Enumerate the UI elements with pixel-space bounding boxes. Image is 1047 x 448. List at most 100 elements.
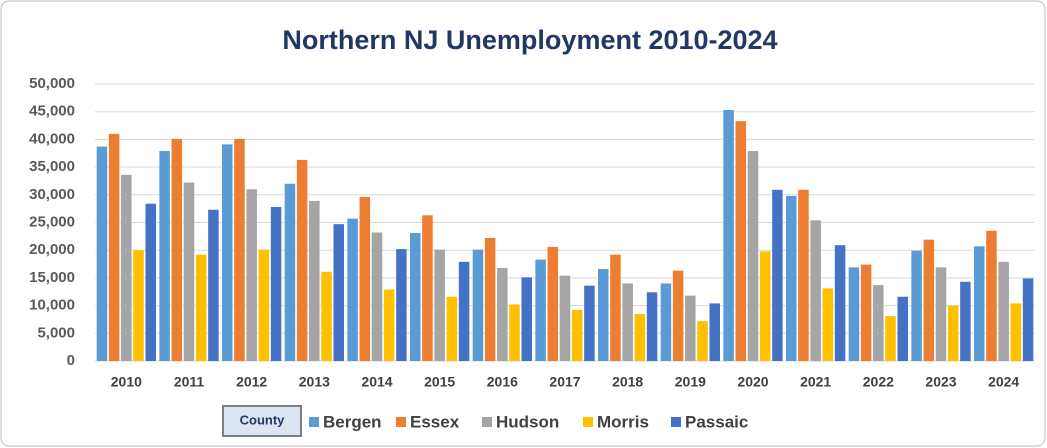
x-tick-label: 2011 [174,374,205,390]
x-tick-label: 2023 [925,374,956,390]
bar [521,277,532,361]
y-tick-label: 30,000 [29,186,75,203]
x-tick-label: 2024 [988,374,1019,390]
bar [584,285,595,361]
y-tick-label: 10,000 [29,297,75,314]
bar [383,289,395,361]
bar [834,245,846,361]
y-tick-label: 40,000 [29,130,75,147]
x-tick-label: 2016 [487,374,518,390]
legend-swatch [482,417,492,427]
bar [947,305,959,361]
bar [709,303,720,361]
bar [935,267,947,361]
bar [296,159,308,361]
bar [735,121,747,361]
bar [183,182,195,361]
bar [697,321,708,361]
bar [622,283,633,361]
y-tick-label: 20,000 [29,241,75,258]
legend-swatch [671,417,681,427]
bar [923,239,935,361]
bar [786,195,797,361]
bar [873,285,884,361]
bar [222,144,233,361]
bar [458,261,470,361]
x-tick-label: 2014 [361,374,392,390]
y-tick-label: 0 [67,352,75,369]
bar [848,267,860,361]
bar [472,249,484,361]
bar [897,296,908,361]
bar [598,269,609,361]
x-tick-label: 2019 [675,374,706,390]
legend-title: County [240,412,286,427]
y-tick-label: 5,000 [37,324,75,341]
legend-label: Essex [410,412,460,431]
bar [747,151,759,361]
y-tick-label: 25,000 [29,213,75,230]
x-tick-label: 2018 [612,374,643,390]
legend-swatch [396,417,406,427]
bar [1022,278,1034,361]
bar [195,254,207,361]
bar [484,238,496,361]
legend-label: Passaic [685,412,748,431]
x-tick-label: 2022 [863,374,894,390]
bar [547,246,559,361]
bar [446,296,458,361]
bar [246,189,257,361]
x-tick-label: 2013 [299,374,330,390]
bar [911,250,922,361]
bar [660,283,672,361]
bar [672,270,684,361]
bar [359,197,371,361]
bar [535,259,546,361]
x-tick-label: 2020 [737,374,768,390]
bar [347,218,358,361]
x-tick-label: 2015 [424,374,455,390]
bar [410,233,421,361]
bar [258,249,270,361]
bar [646,292,658,361]
bar [333,224,344,361]
bar [885,316,896,361]
bar [422,215,433,361]
bar [497,267,508,361]
bar [634,313,646,361]
bar [145,203,156,361]
x-tick-label: 2017 [549,374,580,390]
chart-title: Northern NJ Unemployment 2010-2024 [282,25,777,55]
bar [960,281,971,361]
bar [108,133,120,361]
bar [610,254,621,361]
y-tick-label: 50,000 [29,75,75,92]
legend-swatch [309,417,319,427]
bar [974,246,985,361]
bar [759,251,771,361]
bar [509,304,520,361]
bar [234,138,245,361]
bar [860,264,872,361]
bar [559,275,571,361]
bar [284,183,296,361]
x-tick-label: 2010 [111,374,142,390]
bar [309,200,320,361]
bar [434,249,445,361]
bar [798,189,809,361]
legend-swatch [583,417,593,427]
legend-label: Bergen [323,412,382,431]
bar [133,250,144,361]
x-tick-label: 2012 [236,374,267,390]
bar [270,206,282,361]
bar [685,295,696,361]
bar [171,138,183,361]
y-tick-label: 35,000 [29,158,75,175]
bar [371,232,383,361]
bar [772,189,783,361]
legend-title-box [222,405,302,437]
bar [810,220,821,361]
bar [571,310,583,361]
bar [998,261,1009,361]
